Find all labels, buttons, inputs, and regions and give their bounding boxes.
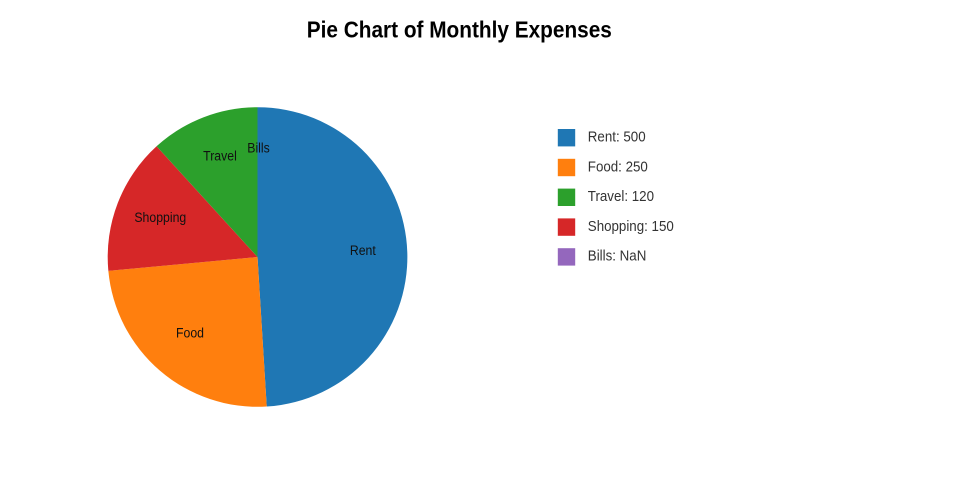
svg-text:Shopping: 150: Shopping: 150 [588, 217, 674, 234]
svg-text:Food: Food [176, 325, 204, 341]
svg-text:Rent: Rent [350, 243, 376, 259]
svg-text:Bills: NaN: Bills: NaN [588, 247, 647, 264]
svg-text:Bills: Bills [247, 140, 270, 156]
svg-text:Travel: Travel [203, 148, 237, 164]
svg-text:Pie Chart of Monthly Expenses: Pie Chart of Monthly Expenses [307, 17, 612, 43]
svg-text:Travel: 120: Travel: 120 [588, 188, 654, 205]
svg-text:Rent: 500: Rent: 500 [588, 128, 646, 145]
svg-text:Shopping: Shopping [134, 209, 186, 225]
svg-text:Food: 250: Food: 250 [588, 158, 648, 175]
